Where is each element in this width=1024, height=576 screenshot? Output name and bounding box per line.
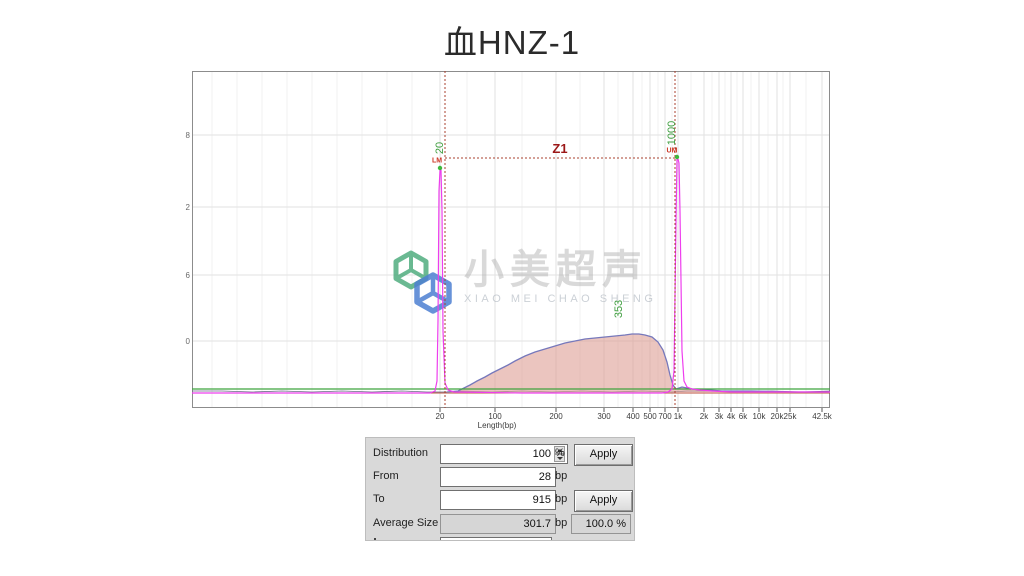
smear-analysis-panel: Distribution 100% Apply From 28 bp To 915 bp Appl…	[365, 437, 635, 541]
x-tick-label: 3k	[714, 412, 724, 421]
field-label: To	[373, 493, 385, 505]
watermark: 小美超声 XIAO MEI CHAO SHENG	[390, 248, 656, 318]
apply-button[interactable]: Apply	[574, 444, 633, 466]
x-tick-label: 400	[626, 412, 640, 421]
upper-marker-size-label: 1000	[666, 120, 678, 146]
x-tick-label: 100	[488, 412, 502, 421]
x-tick-label: 25k	[783, 412, 797, 421]
x-tick-label: 10k	[752, 412, 766, 421]
panel-row-average-size: Average Size 301.7 bp 100.0 %	[366, 514, 634, 535]
field-label: From	[373, 470, 399, 482]
y-tick-label: 6	[185, 271, 190, 280]
chart-traces	[192, 71, 830, 408]
x-tick-label: 2k	[699, 412, 709, 421]
from-input[interactable]: 28	[440, 467, 556, 487]
region-z1-label: Z1	[552, 141, 568, 156]
x-tick-label: 20k	[770, 412, 784, 421]
lower-marker-size-label: 20	[434, 141, 446, 155]
electropherogram-chart: 小美超声 XIAO MEI CHAO SHENG Z1 20 LM 1000 U…	[186, 71, 832, 431]
x-tick-label: 500	[643, 412, 657, 421]
y-tick-label: 8	[185, 131, 190, 140]
smear-peak-size-label: 353	[613, 299, 625, 319]
sample-area-fill	[447, 334, 830, 393]
spinner-down-button[interactable]	[554, 454, 565, 462]
y-tick-label: 0	[185, 337, 190, 346]
clipped-next-field	[440, 537, 552, 540]
unit-label: %	[555, 447, 565, 459]
lower-marker-tag: LM	[431, 157, 443, 165]
clipped-next-label	[374, 538, 376, 540]
x-axis-title: Length(bp)	[477, 421, 517, 430]
unit-label: bp	[555, 493, 568, 505]
to-input[interactable]: 915	[440, 490, 556, 510]
watermark-subtext: XIAO MEI CHAO SHENG	[464, 293, 657, 305]
value-spinner	[554, 446, 565, 462]
x-tick-label: 42.5k	[812, 412, 832, 421]
panel-row-to: To 915 bp Apply	[366, 490, 634, 512]
spinner-up-button[interactable]	[554, 446, 565, 454]
plot-frame	[192, 71, 830, 408]
panel-row-from: From 28 bp	[366, 467, 634, 488]
apply-button[interactable]: Apply	[574, 490, 633, 512]
marker-trace	[192, 158, 830, 394]
watermark-logo-icon	[393, 250, 452, 314]
x-tick-label: 6k	[738, 412, 748, 421]
y-tick-label: 2	[185, 203, 190, 212]
average-size-input: 301.7	[440, 514, 556, 534]
distribution-input[interactable]: 100	[440, 444, 568, 464]
unit-label: bp	[555, 517, 568, 529]
x-tick-label: 4k	[726, 412, 736, 421]
watermark-text-block: 小美超声 XIAO MEI CHAO SHENG	[464, 248, 656, 305]
x-tick-label: 1k	[673, 412, 683, 421]
page-title: 血HNZ-1	[443, 24, 581, 61]
marker-peak-dot	[674, 154, 680, 160]
x-tick-label: 700	[658, 412, 672, 421]
field-label: Distribution	[373, 447, 429, 459]
x-tick-label: 20	[435, 412, 445, 421]
upper-marker-tag: UM	[666, 147, 678, 155]
watermark-text: 小美超声	[464, 248, 648, 292]
unit-label: bp	[555, 470, 568, 482]
percent-of-total-field: 100.0 %	[571, 514, 631, 534]
x-tick-label: 200	[549, 412, 563, 421]
field-label: Average Size	[373, 517, 439, 529]
panel-row-distribution: Distribution 100% Apply	[366, 444, 634, 466]
x-tick-label: 300	[597, 412, 611, 421]
marker-peak-dot	[437, 165, 443, 171]
